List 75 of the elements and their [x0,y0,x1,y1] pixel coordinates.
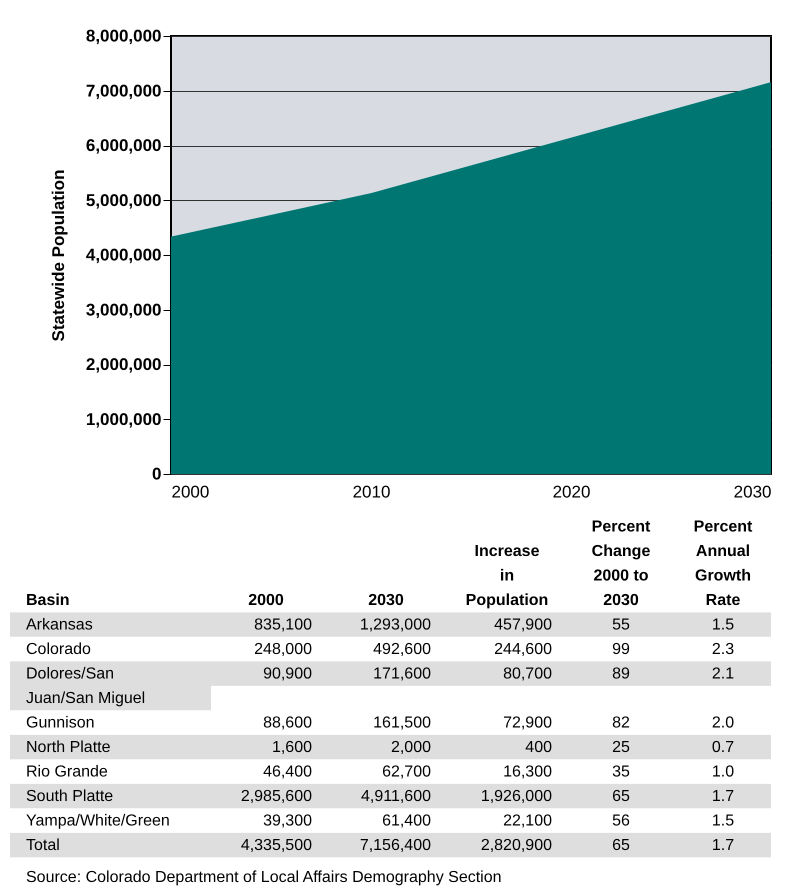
data-label: 99 [612,641,630,658]
data-label: 82 [612,714,630,732]
x-tick-label: 2030 [368,592,404,610]
y-tick-label: 8,000,000 [86,26,162,46]
x-tick-label: Increase in Population [466,543,548,610]
y-tick-label: Rio Grande [26,764,108,781]
data-label: 88,600 [263,714,312,732]
data-label: 56 [612,812,630,830]
y-tick-label: 2,000,000 [86,355,162,374]
data-label: 400 [525,739,552,756]
data-label: 2,985,600 [240,788,312,806]
y-axis-title: Statewide Population [48,170,68,342]
y-tick-label: Yampa/White/Green [26,812,170,830]
x-tick-label: 2010 [352,482,390,502]
data-label: 46,400 [263,764,312,781]
data-label: 7,156,400 [360,837,432,854]
data-label: 835,100 [254,616,312,634]
data-label: 0.7 [712,739,734,756]
data-label: 35 [612,764,630,781]
data-label: 90,900 [263,666,312,683]
data-label: 492,600 [373,641,432,658]
y-tick-label: 4,000,000 [86,246,162,264]
data-label: 4,911,600 [361,788,432,806]
data-label: 61,400 [382,812,432,830]
y-tick-label: South Platte [26,788,114,806]
data-label: 39,300 [263,812,312,830]
data-label: 62,700 [382,764,432,781]
data-label: 89 [612,666,630,683]
data-label: 1,926,000 [480,788,552,806]
data-label: 1,600 [272,739,312,756]
source-note: Source: Colorado Department of Local Affairs Demography Section [26,868,502,886]
data-label: 72,900 [503,714,552,732]
data-label: 1.7 [712,788,734,806]
data-label: 248,000 [254,641,312,658]
data-label: 2.1 [712,666,734,683]
y-tick-label: 6,000,000 [86,136,162,155]
data-label: 55 [612,616,630,634]
data-label: 16,300 [503,764,552,781]
y-tick-label: Colorado [26,641,92,658]
data-label: 161,500 [373,714,432,732]
y-tick-label: Gunnison [26,714,94,732]
data-label: 2.0 [712,714,734,732]
y-axis-title: Basin [26,592,70,610]
data-label: 22,100 [503,812,552,830]
data-label: 65 [612,837,630,854]
data-label: 1.0 [712,764,734,781]
data-label: 4,335,500 [240,837,312,854]
data-label: 2,000 [390,739,432,756]
data-label: 457,900 [494,616,552,634]
x-tick-label: Percent Change 2000 to 2030 [592,518,652,610]
data-label: 65 [612,788,630,806]
data-label: 171,600 [373,666,432,683]
x-tick-label: Percent Annual Growth Rate [694,518,754,610]
y-tick-label: 0 [152,464,162,484]
data-label: 2,820,900 [480,837,552,854]
x-tick-label: 2000 [248,592,284,610]
data-label: 80,700 [503,666,552,683]
x-tick-label: 2000 [172,482,210,502]
y-tick-label: 1,000,000 [86,410,162,429]
y-tick-label: Dolores/San Juan/San Miguel [26,666,146,708]
y-tick-label: 7,000,000 [86,81,162,100]
x-tick-label: 2030 [734,482,772,502]
data-label: 244,600 [494,641,552,658]
y-tick-label: Total [26,837,60,854]
data-label: 1.5 [712,812,734,830]
data-label: 1.5 [712,616,734,634]
y-tick-label: 3,000,000 [86,300,162,320]
y-tick-label: North Platte [26,739,111,756]
x-tick-label: 2020 [552,482,590,502]
y-tick-label: 5,000,000 [86,190,162,210]
data-label: 25 [612,739,630,756]
data-label: 2.3 [712,641,734,658]
y-tick-label: Arkansas [26,616,93,634]
data-label: 1,293,000 [360,616,432,634]
data-label: 1.7 [712,837,734,854]
